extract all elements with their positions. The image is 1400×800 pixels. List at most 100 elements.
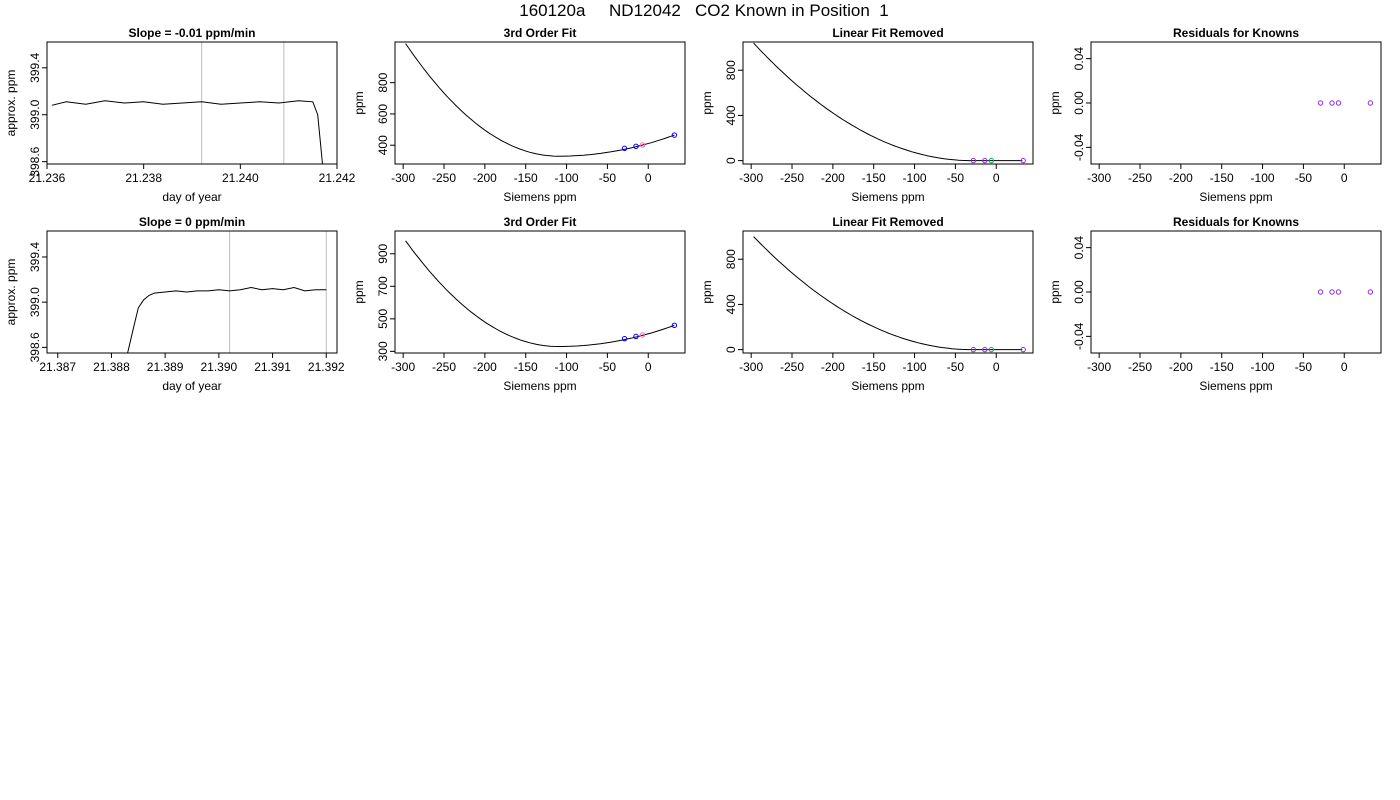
panel-3: Linear Fit Removed -300 -250 -200 -150 -100 -5… xyxy=(700,26,1034,204)
y-tick-label: 0 xyxy=(724,157,738,164)
x-tick-label: -300 xyxy=(739,171,763,185)
x-tick-label: 0 xyxy=(993,171,1000,185)
plot-area xyxy=(753,236,1026,353)
data-line xyxy=(51,100,323,164)
x-axis-label: Siemens ppm xyxy=(503,379,576,393)
y-tick-label: 399.0 xyxy=(28,287,42,317)
plot-frame xyxy=(46,230,338,354)
x-tick-label: 21.240 xyxy=(222,171,259,185)
data-point xyxy=(1020,157,1026,164)
y-tick-label: 398.6 xyxy=(28,332,42,362)
x-tick-label: -250 xyxy=(432,360,456,374)
x-tick-label: -200 xyxy=(821,171,845,185)
x-tick-label: 0 xyxy=(993,360,1000,374)
x-axis-label: Siemens ppm xyxy=(1199,379,1272,393)
x-tick-label: 21.389 xyxy=(147,360,184,374)
panel-title: Residuals for Knowns xyxy=(1173,215,1299,229)
x-tick-label: -50 xyxy=(947,171,965,185)
x-axis-label: day of year xyxy=(162,379,221,393)
x-axis-label: day of year xyxy=(162,190,221,204)
plot-area xyxy=(1317,100,1374,106)
x-axis-label: Siemens ppm xyxy=(1199,190,1272,204)
y-tick-label: 800 xyxy=(376,72,390,92)
data-point xyxy=(1329,289,1335,295)
y-tick-label: 0.04 xyxy=(1072,47,1086,71)
y-tick-label: 300 xyxy=(376,341,390,361)
data-point xyxy=(1020,346,1026,353)
plot-area xyxy=(753,42,1026,164)
y-tick-label: 800 xyxy=(724,60,738,80)
data-line xyxy=(127,286,327,353)
x-tick-label: -100 xyxy=(903,171,927,185)
y-tick-label: 400 xyxy=(376,135,390,155)
plot-frame xyxy=(394,41,686,165)
data-point xyxy=(1367,289,1374,295)
data-point xyxy=(671,132,678,138)
x-tick-label: -200 xyxy=(473,171,497,185)
panel-5: Slope = 0 ppm/min 21.387 21.388 21.389 21.39… xyxy=(4,215,345,393)
plot-frame xyxy=(1090,41,1382,165)
plot-area xyxy=(51,100,323,164)
x-tick-label: 21.392 xyxy=(308,360,345,374)
panel-title: 3rd Order Fit xyxy=(504,26,577,40)
y-tick-label: 900 xyxy=(376,243,390,263)
y-tick-label: -0.04 xyxy=(1072,322,1086,350)
data-point xyxy=(982,346,988,353)
x-tick-label: -250 xyxy=(780,171,804,185)
data-point xyxy=(988,157,995,164)
fit-curve xyxy=(405,240,675,347)
y-tick-label: 398.6 xyxy=(28,146,42,176)
x-axis-label: Siemens ppm xyxy=(851,379,924,393)
panel-8: Residuals for Knowns -300 -250 -200 -150 -100… xyxy=(1048,215,1382,393)
x-tick-label: 0 xyxy=(1341,171,1348,185)
fit-curve xyxy=(753,42,1023,162)
x-tick-label: 21.387 xyxy=(39,360,76,374)
plot-area xyxy=(1317,289,1374,295)
plot-frame xyxy=(394,230,686,354)
x-tick-label: -300 xyxy=(1087,360,1111,374)
y-axis-label: ppm xyxy=(1048,91,1062,114)
x-tick-label: -200 xyxy=(1169,171,1193,185)
x-tick-label: 21.236 xyxy=(29,171,66,185)
page-title: 160120a ND12042 CO2 Known in Position 1 xyxy=(519,1,889,20)
x-tick-label: -50 xyxy=(947,360,965,374)
panel-title: Slope = 0 ppm/min xyxy=(139,215,245,229)
y-axis-label: ppm xyxy=(352,91,366,114)
y-axis-label: ppm xyxy=(700,280,714,303)
y-tick-label: -0.04 xyxy=(1072,133,1086,161)
x-tick-label: -150 xyxy=(1210,171,1234,185)
plot-frame xyxy=(1090,230,1382,354)
x-tick-label: 21.242 xyxy=(319,171,356,185)
panel-2: 3rd Order Fit -300 -250 -200 -150 -100 -50 0 400… xyxy=(352,26,686,204)
panel-title: Residuals for Knowns xyxy=(1173,26,1299,40)
x-tick-label: 0 xyxy=(1341,360,1348,374)
data-point xyxy=(1317,289,1324,295)
x-tick-label: 21.391 xyxy=(254,360,291,374)
x-tick-label: 0 xyxy=(645,360,652,374)
y-tick-label: 0.04 xyxy=(1072,236,1086,260)
x-tick-label: -100 xyxy=(903,360,927,374)
x-axis-label: Siemens ppm xyxy=(851,190,924,204)
data-point xyxy=(1367,100,1374,106)
x-tick-label: -100 xyxy=(555,360,579,374)
y-tick-label: 400 xyxy=(724,294,738,314)
data-point xyxy=(970,157,977,164)
x-tick-label: 21.388 xyxy=(93,360,130,374)
x-tick-label: -150 xyxy=(1210,360,1234,374)
x-tick-label: -300 xyxy=(391,171,415,185)
plot-area xyxy=(405,240,678,347)
data-point xyxy=(1329,100,1335,106)
y-tick-label: 0.00 xyxy=(1072,91,1086,115)
x-tick-label: -250 xyxy=(780,360,804,374)
panel-4: Residuals for Knowns -300 -250 -200 -150 -100… xyxy=(1048,26,1382,204)
y-axis-label: ppm xyxy=(700,91,714,114)
data-point xyxy=(621,145,628,152)
x-tick-label: -50 xyxy=(599,171,617,185)
panel-title: Slope = -0.01 ppm/min xyxy=(128,26,255,40)
y-tick-label: 700 xyxy=(376,276,390,296)
panel-6: 3rd Order Fit -300 -250 -200 -150 -100 -50 0 300… xyxy=(352,215,686,393)
data-point xyxy=(1335,100,1342,106)
plot-frame xyxy=(742,41,1034,165)
x-tick-label: -300 xyxy=(739,360,763,374)
